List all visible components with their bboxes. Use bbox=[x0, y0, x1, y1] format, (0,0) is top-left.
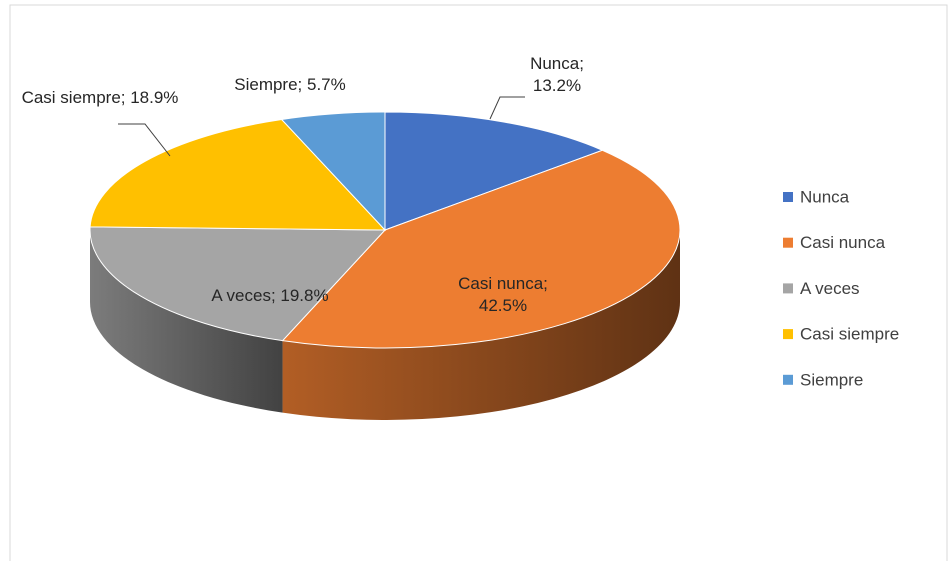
pie-side bbox=[90, 230, 283, 413]
legend-swatch bbox=[783, 374, 793, 385]
legend-label: A veces bbox=[800, 279, 860, 298]
pie bbox=[89, 111, 681, 420]
legend-swatch bbox=[783, 237, 793, 248]
data-label: Casi nunca; 42.5% bbox=[458, 274, 548, 315]
legend-label: Casi nunca bbox=[800, 233, 886, 252]
legend-swatch bbox=[783, 283, 793, 294]
chart-border bbox=[9, 4, 948, 561]
pie-side bbox=[282, 230, 680, 420]
legend-swatch bbox=[783, 192, 793, 202]
data-label: Casi siempre; 18.9% bbox=[21, 88, 179, 107]
pie-slice bbox=[89, 226, 387, 342]
pie-slice bbox=[89, 118, 387, 231]
pie-slice bbox=[280, 111, 386, 232]
pie-slice bbox=[384, 111, 604, 231]
leader-line bbox=[489, 96, 525, 120]
pie-slice bbox=[281, 149, 681, 349]
data-label: A veces; 19.8% bbox=[211, 286, 329, 305]
data-label: Siempre; 5.7% bbox=[234, 75, 346, 94]
legend: Nunca Casi nunca A veces Casi siempre Siempr… bbox=[783, 187, 899, 389]
legend-label: Casi siempre bbox=[800, 325, 899, 344]
legend-label: Siempre bbox=[800, 370, 863, 389]
leader-line bbox=[118, 123, 171, 157]
legend-swatch bbox=[783, 329, 793, 340]
data-label: Nunca; 13.2% bbox=[530, 54, 584, 95]
legend-label: Nunca bbox=[800, 187, 850, 206]
